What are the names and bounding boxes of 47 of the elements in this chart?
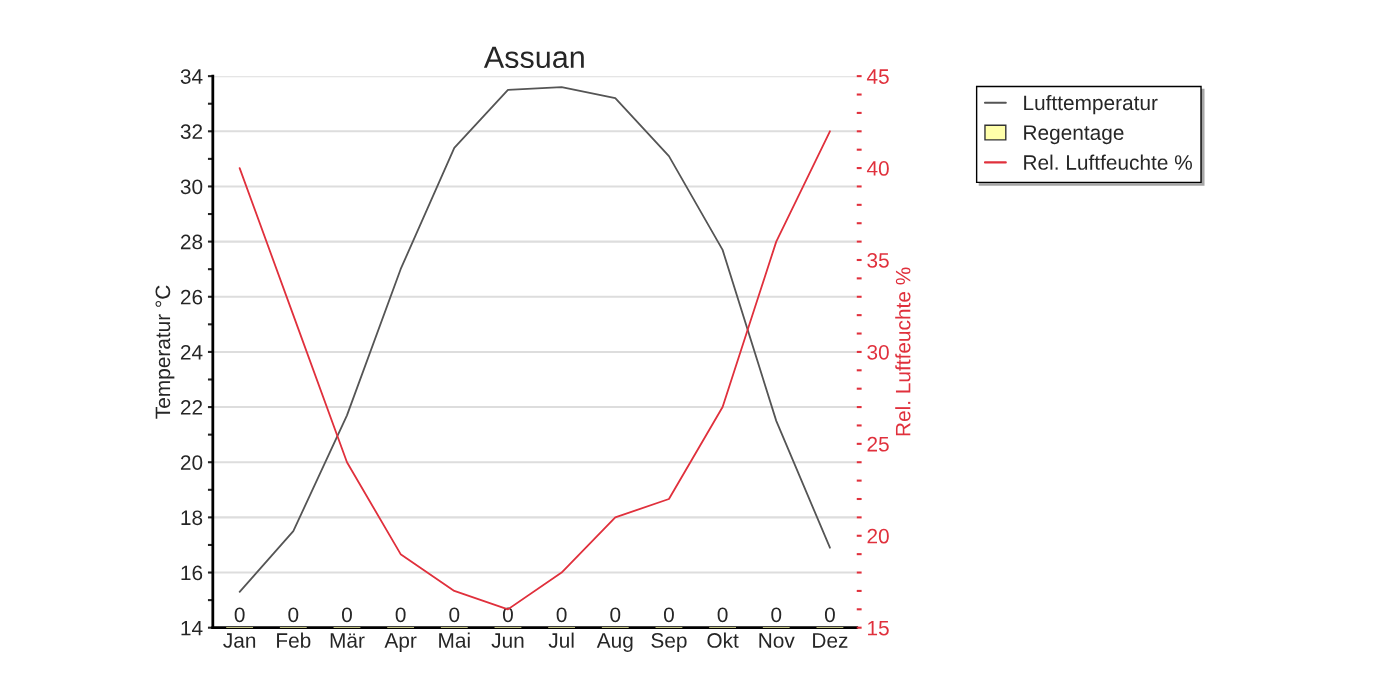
x-tick-label: Jun [491,633,524,648]
x-tick-label: Mai [439,632,470,648]
x-tick-label: Okt [707,632,739,648]
y-tick-label: 22 [180,400,203,415]
x-tick-label: Jan [223,633,256,648]
y2-tick-label: 45 [866,69,889,84]
data-label: 0 [341,607,352,623]
legend-label: Lufttemperatur [1024,94,1158,115]
y2-tick-label: 25 [867,436,889,452]
y-tick-label: 30 [180,179,203,195]
y2-tick-label: 15 [868,620,889,636]
y-tick-label: 34 [180,69,203,84]
data-label: 0 [663,607,674,623]
x-tick-label: Mär [330,633,365,648]
x-tick-label: Aug [596,633,633,652]
data-label: 0 [288,607,299,623]
y2-axis-title: Rel. Luftfeuchte % [895,267,911,436]
x-tick-label: Apr [384,633,417,652]
x-tick-label: Feb [277,632,311,648]
legend-label: Regentage [1024,125,1124,145]
data-label: 0 [449,607,460,623]
legend-label: Rel. Luftfeuchte % [1024,154,1192,170]
data-label: 0 [771,607,782,623]
y-tick-label: 16 [181,565,203,581]
x-tick-label: Dez [813,633,848,648]
data-label: 0 [556,607,567,623]
chart-title: Assuan [483,46,584,69]
y-tick-label: 28 [180,234,203,250]
y-tick-label: 14 [181,620,203,636]
data-label: 0 [395,607,406,623]
x-tick-label: Nov [759,633,795,648]
y2-tick-label: 40 [866,161,889,176]
y2-tick-label: 20 [867,528,889,544]
y-tick-label: 26 [180,289,203,305]
y-tick-label: 18 [181,510,203,526]
y-axis-title: Temperatur °C [155,285,175,419]
y-tick-label: 32 [180,124,203,140]
data-label: 0 [717,607,728,623]
y2-tick-label: 35 [867,253,889,268]
data-label: 0 [610,607,621,623]
x-tick-label: Jul [548,632,574,648]
data-label: 0 [234,607,245,623]
y-tick-label: 24 [180,344,203,360]
x-tick-label: Sep [651,633,687,652]
y2-tick-label: 30 [867,344,889,360]
data-label: 0 [824,607,835,623]
y-tick-label: 20 [180,455,203,470]
